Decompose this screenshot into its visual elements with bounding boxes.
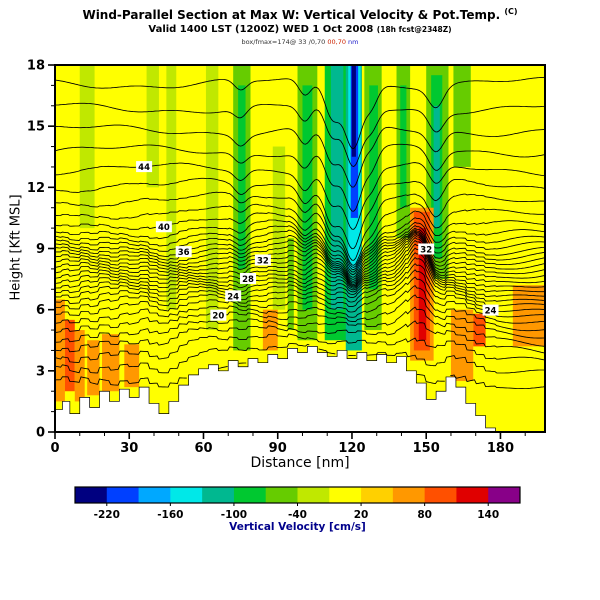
chart-title: Wind-Parallel Section at Max W: Vertical… — [0, 7, 600, 22]
svg-text:28: 28 — [242, 275, 254, 285]
chart-title-text: Wind-Parallel Section at Max W: Vertical… — [82, 8, 501, 22]
svg-text:60: 60 — [194, 441, 212, 456]
svg-text:120: 120 — [338, 441, 365, 456]
svg-text:6: 6 — [36, 303, 45, 318]
y-axis-label: Height [Kft MSL] — [8, 194, 24, 301]
chart-subtitle: Valid 1400 LST (1200Z) WED 1 Oct 2008 (1… — [0, 24, 600, 35]
svg-text:-220: -220 — [94, 509, 120, 521]
svg-text:3: 3 — [36, 364, 45, 379]
svg-text:30: 30 — [120, 441, 138, 456]
svg-text:20: 20 — [212, 312, 224, 322]
svg-text:80: 80 — [417, 509, 432, 521]
chart-subtitle-forecast: (18h fcst@2348Z) — [376, 25, 452, 34]
svg-text:-160: -160 — [157, 509, 183, 521]
svg-text:44: 44 — [138, 163, 150, 173]
svg-text:0: 0 — [50, 441, 59, 456]
chart-subtitle-text: Valid 1400 LST (1200Z) WED 1 Oct 2008 — [148, 24, 374, 35]
svg-text:180: 180 — [487, 441, 514, 456]
svg-text:32: 32 — [420, 245, 432, 255]
svg-text:150: 150 — [413, 441, 440, 456]
svg-text:140: 140 — [477, 509, 499, 521]
svg-text:32: 32 — [257, 256, 269, 266]
svg-text:90: 90 — [269, 441, 287, 456]
svg-text:9: 9 — [36, 242, 45, 257]
x-axis-label: Distance [nm] — [250, 455, 350, 471]
svg-text:12: 12 — [27, 181, 45, 196]
svg-text:36: 36 — [178, 248, 190, 258]
svg-text:-100: -100 — [221, 509, 247, 521]
header-note: box/fmax=174@ 33 /0,70 00,70 nm — [241, 38, 359, 46]
svg-text:20: 20 — [354, 509, 369, 521]
svg-text:18: 18 — [27, 59, 45, 74]
svg-text:0: 0 — [36, 426, 45, 441]
svg-text:24: 24 — [227, 292, 239, 302]
chart-title-unit: (C) — [504, 7, 518, 16]
colorbar-label: Vertical Velocity [cm/s] — [229, 521, 366, 533]
svg-text:24: 24 — [485, 307, 497, 317]
svg-text:-40: -40 — [288, 509, 307, 521]
svg-text:15: 15 — [27, 120, 45, 135]
svg-text:40: 40 — [158, 223, 170, 233]
